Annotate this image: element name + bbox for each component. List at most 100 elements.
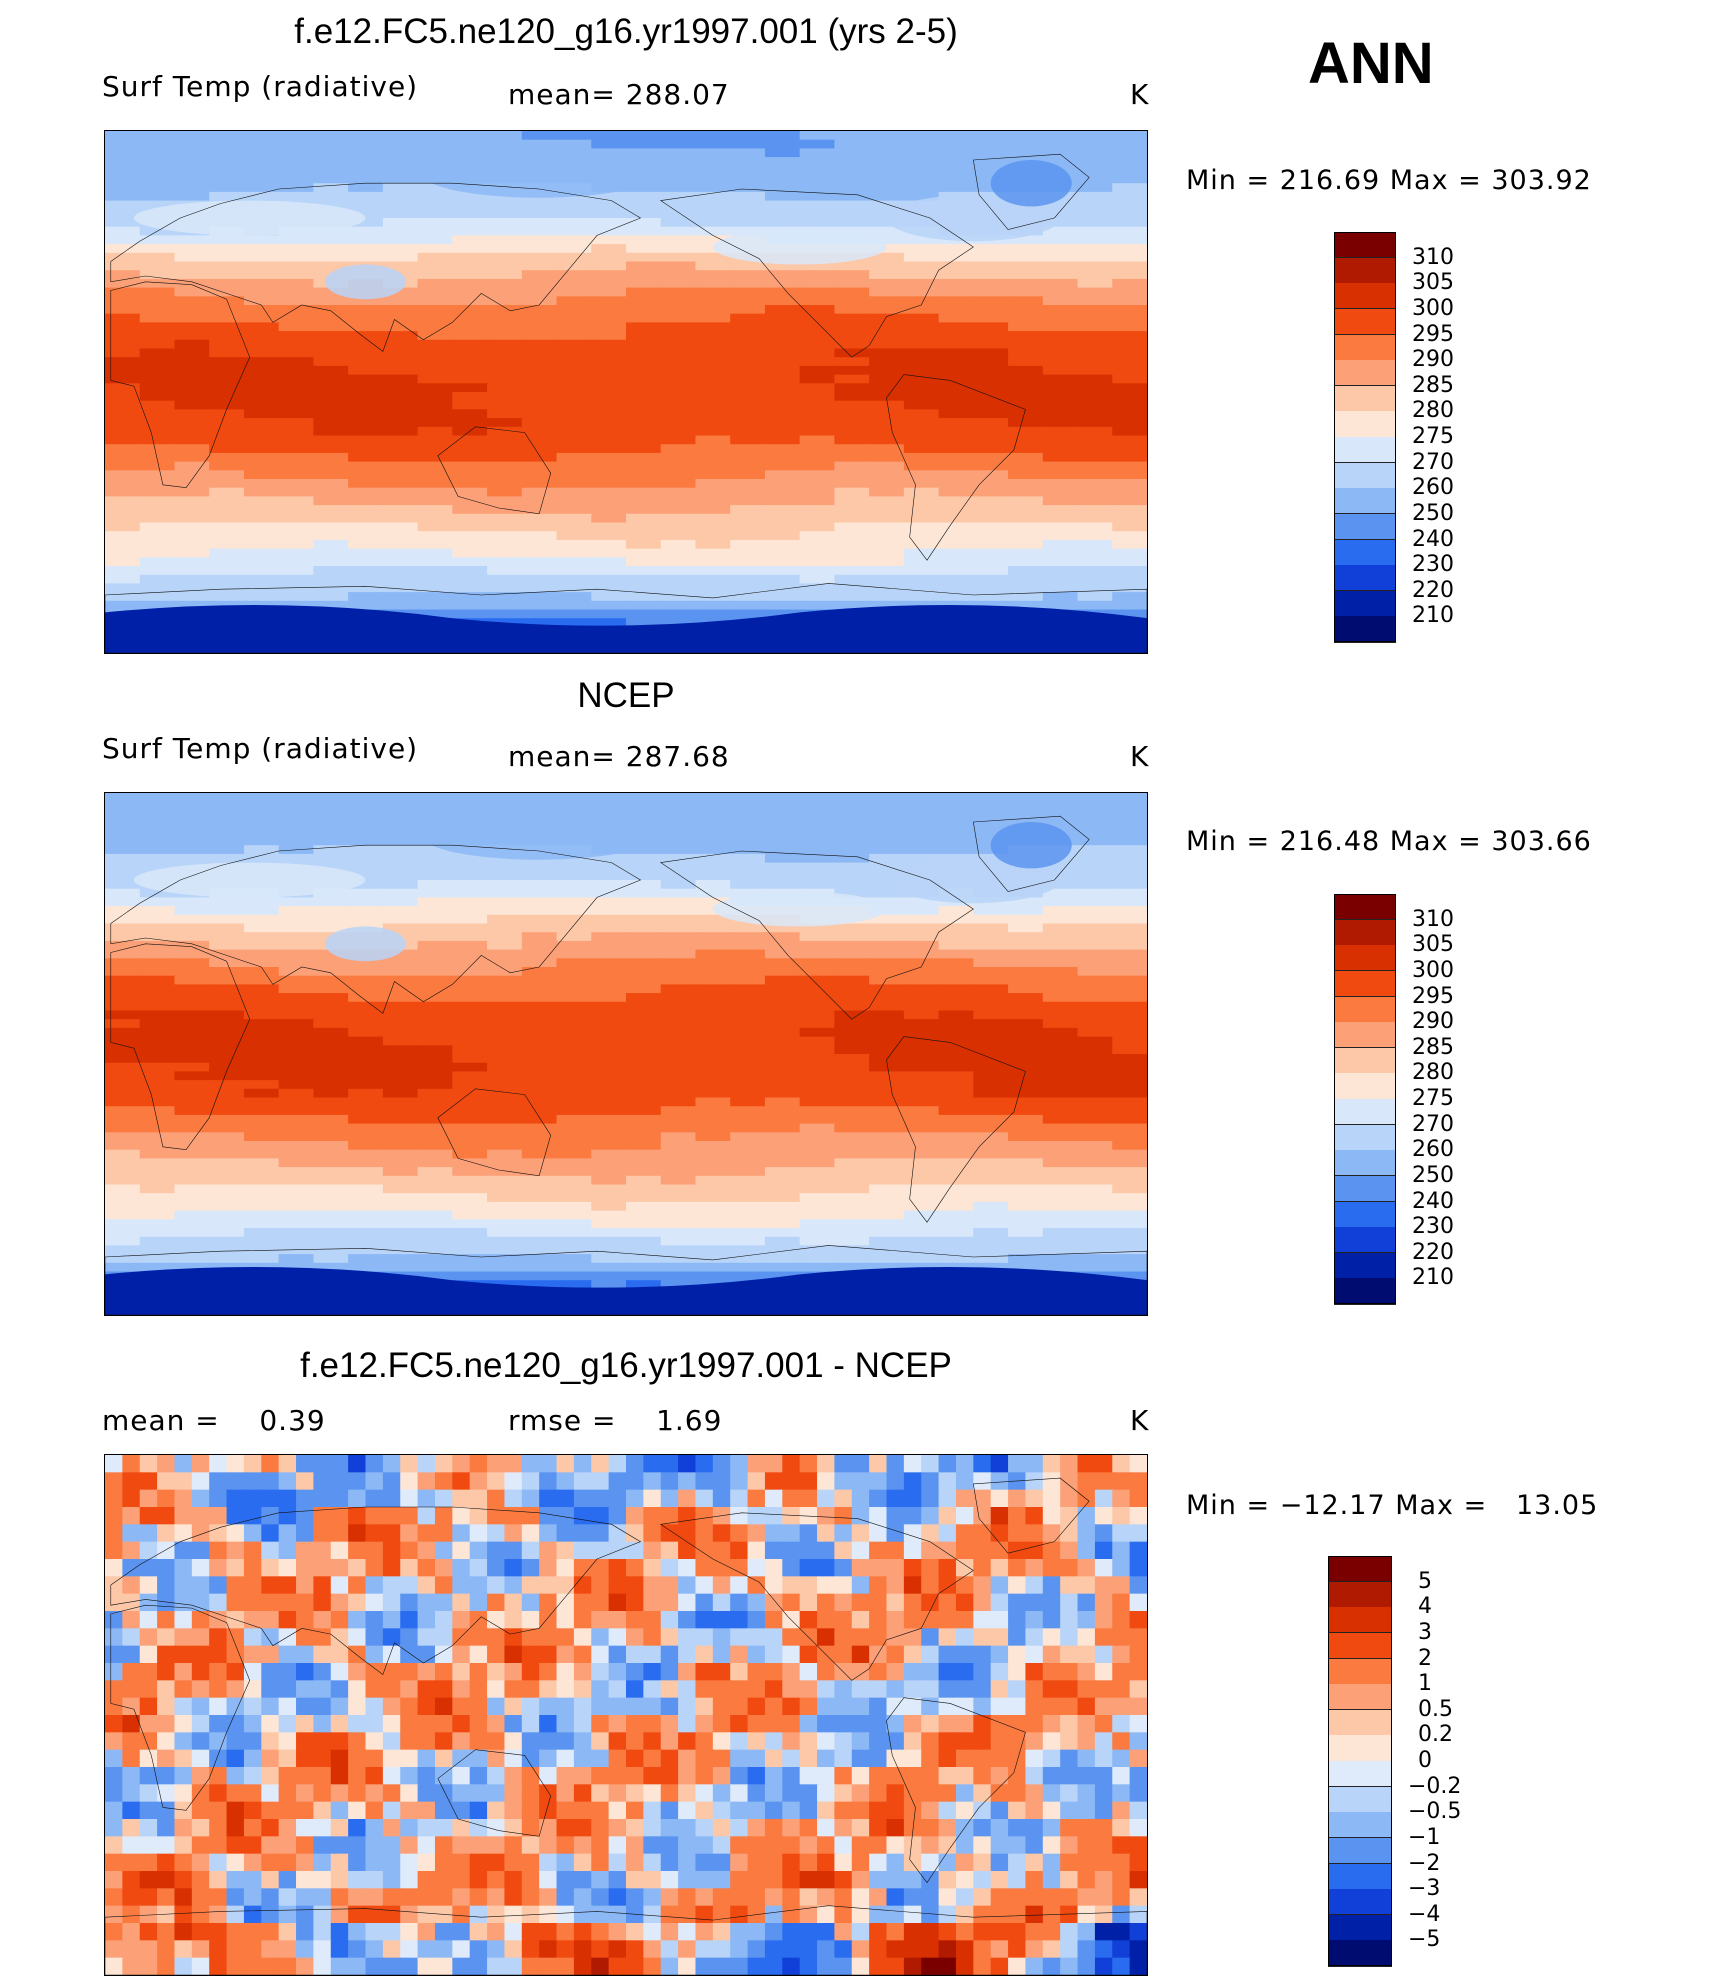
- contour-cell: [174, 1541, 193, 1561]
- contour-cell: [348, 209, 385, 220]
- contour-cell: [730, 226, 767, 237]
- contour-cell: [521, 392, 558, 402]
- contour-cell: [139, 426, 176, 437]
- contour-cell: [730, 1001, 767, 1012]
- contour-cell: [591, 1576, 610, 1595]
- contour-cell: [764, 461, 801, 472]
- contour-cell: [764, 200, 801, 211]
- contour-cell: [869, 157, 906, 167]
- contour-cell: [591, 322, 628, 333]
- contour-cell: [799, 1732, 819, 1751]
- contour-cell: [278, 914, 315, 925]
- contour-cell: [660, 331, 697, 341]
- contour-cell: [382, 200, 419, 211]
- contour-cell: [313, 1628, 332, 1647]
- contour-cell: [487, 1080, 523, 1090]
- contour-cell: [834, 880, 871, 890]
- contour-cell: [521, 958, 558, 969]
- contour-cell: [487, 313, 523, 324]
- contour-cell: [695, 1715, 714, 1734]
- contour-cell: [382, 862, 419, 873]
- panel-1-map: [104, 130, 1148, 654]
- contour-cell: [938, 1193, 975, 1204]
- contour-cell: [452, 888, 489, 899]
- contour-cell: [348, 1254, 385, 1264]
- contour-cell: [591, 1455, 610, 1474]
- contour-cell: [869, 522, 906, 533]
- contour-cell: [869, 1158, 906, 1169]
- contour-cell: [105, 1455, 124, 1474]
- contour-cell: [261, 1732, 280, 1751]
- contour-cell: [105, 1167, 141, 1177]
- contour-cell: [903, 252, 940, 263]
- contour-cell: [834, 470, 871, 481]
- contour-cell: [452, 1219, 489, 1230]
- contour-cell: [626, 958, 662, 969]
- contour-cell: [695, 1167, 732, 1177]
- contour-cell: [382, 496, 419, 507]
- contour-cell: [278, 1507, 298, 1526]
- colorbar-swatch: [1334, 283, 1396, 310]
- contour-cell: [1112, 1054, 1147, 1064]
- contour-cell: [521, 1507, 541, 1526]
- contour-cell: [764, 1106, 801, 1117]
- contour-cell: [938, 487, 975, 498]
- contour-cell: [452, 1097, 489, 1108]
- contour-cell: [174, 557, 211, 568]
- contour-cell: [1042, 1541, 1062, 1561]
- contour-cell: [886, 1645, 906, 1665]
- contour-cell: [660, 1088, 697, 1099]
- contour-cell: [869, 496, 906, 507]
- contour-cell: [660, 914, 697, 925]
- contour-cell: [938, 479, 975, 489]
- contour-cell: [521, 1489, 541, 1509]
- contour-cell: [452, 949, 489, 960]
- contour-cell: [296, 1507, 315, 1526]
- contour-cell: [730, 1027, 767, 1038]
- contour-cell: [747, 1541, 767, 1561]
- contour-cell: [921, 1749, 940, 1769]
- contour-cell: [1008, 522, 1044, 533]
- contour-cell: [903, 157, 940, 167]
- contour-cell: [556, 1236, 593, 1247]
- contour-cell: [660, 897, 697, 908]
- contour-cell: [886, 1732, 906, 1751]
- contour-cell: [521, 583, 558, 594]
- contour-cell: [1077, 574, 1114, 585]
- contour-cell: [313, 1680, 332, 1699]
- contour-cell: [313, 1158, 350, 1169]
- contour-cell: [139, 1697, 159, 1717]
- contour-cell: [452, 932, 489, 943]
- contour-cell: [938, 1184, 975, 1195]
- contour-cell: [174, 1010, 211, 1021]
- contour-cell: [903, 1019, 940, 1030]
- contour-cell: [174, 418, 211, 428]
- contour-cell: [799, 1001, 836, 1012]
- contour-cell: [469, 1715, 489, 1734]
- contour-cell: [869, 845, 906, 856]
- contour-cell: [938, 278, 975, 289]
- contour-cell: [521, 496, 558, 507]
- contour-cell: [764, 1472, 784, 1491]
- contour-cell: [382, 1663, 402, 1682]
- contour-cell: [139, 1167, 176, 1177]
- colorbar-swatch: [1334, 513, 1396, 540]
- contour-cell: [504, 1663, 523, 1682]
- contour-cell: [955, 1576, 975, 1595]
- contour-cell: [105, 566, 141, 576]
- contour-cell: [1129, 1784, 1147, 1803]
- contour-cell: [313, 1524, 332, 1543]
- contour-cell: [452, 923, 489, 934]
- contour-cell: [1060, 1472, 1079, 1491]
- contour-cell: [730, 548, 767, 559]
- contour-cell: [278, 949, 315, 960]
- contour-cell: [1112, 157, 1147, 167]
- contour-cell: [330, 1697, 350, 1717]
- contour-cell: [1042, 435, 1079, 446]
- contour-cell: [417, 949, 454, 960]
- contour-cell: [139, 1175, 176, 1186]
- contour-cell: [174, 801, 211, 812]
- contour-cell: [955, 1507, 975, 1526]
- contour-cell: [521, 531, 558, 542]
- contour-cell: [730, 967, 767, 977]
